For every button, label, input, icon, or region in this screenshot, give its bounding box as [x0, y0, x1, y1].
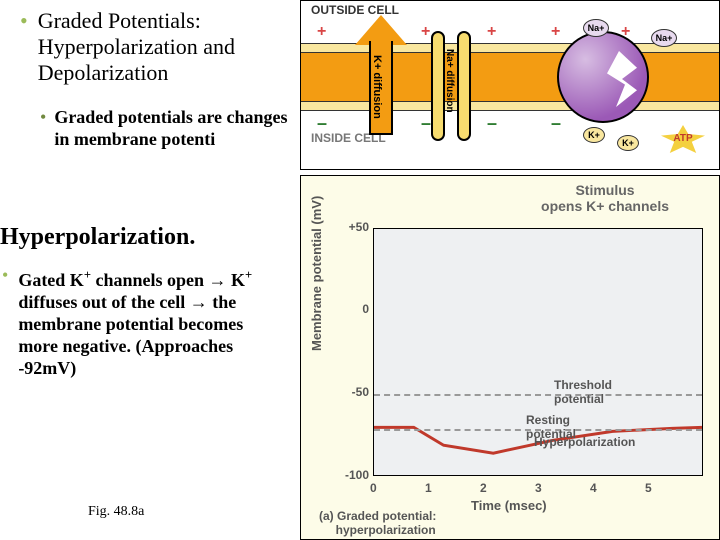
na-ion-icon: Na+: [583, 19, 609, 37]
plot-area: ThresholdpotentialRestingpotentialHyperp…: [373, 228, 703, 476]
bullet-main-1: • Graded Potentials: Hyperpolarization a…: [20, 8, 296, 86]
bullet1-text: Graded Potentials: Hyperpolarization and…: [38, 8, 296, 86]
minus-charge-icon: –: [421, 113, 431, 134]
minus-charge-icon: –: [487, 113, 497, 134]
hyperpolarization-chart: Stimulus opens K+ channels Membrane pote…: [300, 175, 720, 540]
minus-charge-icon: –: [317, 113, 327, 134]
y-tick-label: -50: [339, 385, 369, 399]
x-tick-label: 3: [535, 481, 542, 495]
bullet-dot: •: [2, 264, 8, 286]
x-tick-label: 4: [590, 481, 597, 495]
threshold-gridline: [374, 394, 702, 396]
hyperpol-heading: Hyperpolarization.: [0, 224, 195, 251]
y-tick-label: +50: [339, 220, 369, 234]
figure-caption: Fig. 48.8a: [88, 504, 144, 520]
bullet2-text: Graded potentials are changes in membran…: [54, 106, 296, 150]
na-ion-icon: Na+: [651, 29, 677, 47]
threshold-label: Thresholdpotential: [554, 378, 612, 406]
x-tick-label: 5: [645, 481, 652, 495]
left-text-column: • Graded Potentials: Hyperpolarization a…: [0, 0, 300, 540]
x-tick-label: 2: [480, 481, 487, 495]
y-tick-label: 0: [339, 302, 369, 316]
x-tick-label: 1: [425, 481, 432, 495]
k-ion-icon: K+: [617, 135, 639, 151]
y-tick-label: -100: [339, 468, 369, 482]
cell-diagram: OUTSIDE CELL INSIDE CELL K+ diffusion Na…: [300, 0, 720, 170]
bullet-3: • Gated K+ channels open → K+ diffuses o…: [2, 264, 256, 379]
pump-crack-icon: [607, 51, 637, 107]
chart-title: Stimulus opens K+ channels: [541, 182, 669, 214]
bullet3-text: Gated K+ channels open → K+ diffuses out…: [18, 264, 256, 379]
bullet-dot: •: [20, 8, 28, 34]
k-arrow-label: K+ diffusion: [371, 55, 383, 119]
sub-bullet-1: • Graded potentials are changes in membr…: [40, 106, 296, 150]
k-ion-icon: K+: [583, 127, 605, 143]
plus-charge-icon: +: [621, 23, 630, 41]
plus-charge-icon: +: [421, 23, 430, 41]
x-tick-label: 0: [370, 481, 377, 495]
chart-sub-caption: (a) Graded potential: hyperpolarization: [319, 509, 436, 537]
k-diffusion-arrow: K+ diffusion: [361, 15, 401, 135]
na-channel: Na+ diffusion: [431, 31, 471, 141]
y-axis-label: Membrane potential (mV): [309, 196, 324, 351]
na-channel-label: Na+ diffusion: [444, 49, 455, 113]
minus-charge-icon: –: [551, 113, 561, 134]
hyperpolarization-label: Hyperpolarization: [534, 435, 635, 449]
plus-charge-icon: +: [487, 23, 496, 41]
bullet-dot: •: [40, 106, 46, 128]
plus-charge-icon: +: [317, 23, 326, 41]
x-axis-label: Time (msec): [471, 498, 547, 513]
pump-sphere: [557, 31, 649, 123]
plus-charge-icon: +: [551, 23, 560, 41]
